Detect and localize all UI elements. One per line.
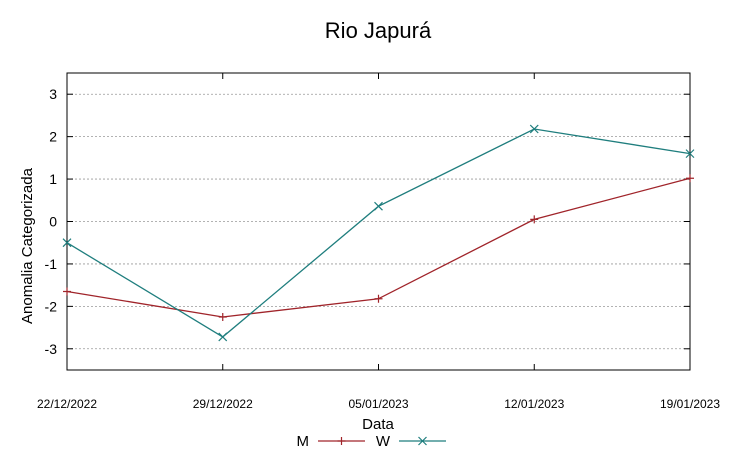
series-W xyxy=(62,124,695,342)
y-tick-label: -1 xyxy=(45,256,58,272)
data-point-W xyxy=(218,332,228,342)
legend-label-M: M xyxy=(297,433,310,450)
x-axis: 22/12/2022 29/12/2022 05/01/2023 12/01/2023… xyxy=(37,73,720,411)
data-point-M xyxy=(374,294,383,303)
series-layer xyxy=(62,124,695,342)
x-tick-label: 05/01/2023 xyxy=(348,397,408,411)
data-point-W xyxy=(685,149,695,159)
legend-marker-M xyxy=(337,437,346,445)
data-point-W xyxy=(529,124,539,134)
data-point-M xyxy=(63,287,71,296)
legend-label-W: W xyxy=(376,433,391,450)
x-tick-label: 12/01/2023 xyxy=(504,397,564,411)
data-point-M xyxy=(530,215,539,224)
y-tick-label: -2 xyxy=(45,298,58,314)
y-tick-label: 0 xyxy=(49,214,57,230)
data-point-W xyxy=(374,201,383,211)
y-axis: 3 2 1 0 -1 -2 -3 xyxy=(45,86,690,357)
x-axis-label: Data xyxy=(362,416,394,433)
grid xyxy=(67,93,690,350)
y-axis-label: Anomalia Categorizada xyxy=(19,167,36,324)
y-tick-label: 2 xyxy=(49,129,57,145)
x-tick-label: 22/12/2022 xyxy=(37,397,97,411)
legend-marker-W xyxy=(418,436,427,446)
x-tick-label: 29/12/2022 xyxy=(193,397,253,411)
series-M xyxy=(63,174,694,321)
y-tick-label: 3 xyxy=(49,86,57,102)
data-point-M xyxy=(218,312,227,321)
y-tick-label: 1 xyxy=(49,171,57,187)
data-point-W xyxy=(62,238,72,248)
data-point-M xyxy=(686,174,694,183)
y-tick-label: -3 xyxy=(45,341,58,357)
chart-title: Rio Japurá xyxy=(325,18,432,43)
x-tick-label: 19/01/2023 xyxy=(660,397,720,411)
series-line-W xyxy=(66,128,691,338)
